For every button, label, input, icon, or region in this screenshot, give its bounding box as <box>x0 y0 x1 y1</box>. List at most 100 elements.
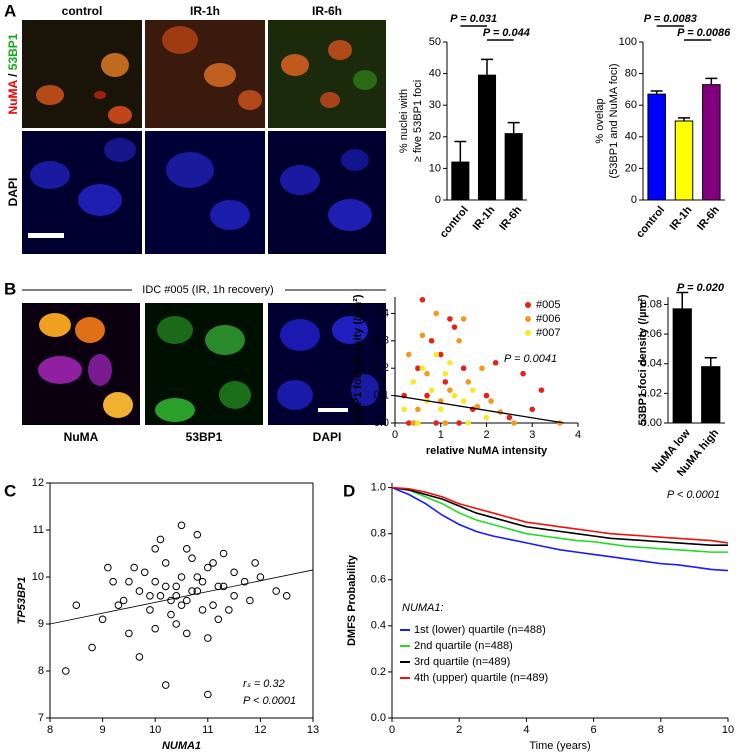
point <box>405 351 412 358</box>
point <box>240 577 249 586</box>
panel-label: A <box>4 1 16 20</box>
point <box>193 530 202 539</box>
point <box>246 596 254 605</box>
y-tick-label: 11 <box>33 524 44 536</box>
p-value: P = 0.044 <box>483 27 530 39</box>
y-axis-label: (53BP1 and NuMA foci) <box>608 64 620 179</box>
y-axis-label: % nuclei with <box>398 89 410 153</box>
point <box>437 351 444 358</box>
point <box>460 316 467 322</box>
point <box>506 414 513 421</box>
point <box>98 615 107 624</box>
p-value: P = 0.031 <box>450 13 497 25</box>
survival-curve <box>391 486 728 547</box>
error-bar <box>705 77 718 85</box>
image-header: IDC #005 (IR, 1h recovery) <box>142 284 273 296</box>
point <box>474 403 481 410</box>
point <box>460 365 467 372</box>
x-tick-label: 4 <box>575 429 581 441</box>
x-tick-label: 1 <box>438 429 444 441</box>
y-tick-label: 30 <box>429 99 441 111</box>
point <box>415 406 421 413</box>
point <box>456 338 462 344</box>
y-tick-label: 20 <box>429 131 441 143</box>
y-tick-label: 0.2 <box>371 666 386 678</box>
point <box>193 573 202 581</box>
x-tick-label: 9 <box>100 724 106 736</box>
image-column-label: IR-1h <box>190 4 220 18</box>
point <box>538 387 545 393</box>
point <box>146 606 154 614</box>
x-tick-label: 2 <box>483 429 489 441</box>
y-axis-label: ≥ five 53BP1 foci <box>412 80 424 162</box>
error-bar <box>507 121 520 134</box>
point <box>520 370 526 377</box>
point <box>433 310 439 317</box>
error-bar <box>454 140 467 163</box>
point <box>483 414 490 421</box>
y-axis-label: 53BP1 foci density (/µm²) <box>352 294 364 425</box>
point <box>209 601 217 610</box>
annotation: P = 0.0041 <box>504 353 557 365</box>
point <box>419 365 426 372</box>
point <box>410 420 417 426</box>
label-green: 53BP1 <box>6 33 20 70</box>
point <box>209 559 217 567</box>
y-tick-label: 0.04 <box>641 358 662 370</box>
point <box>109 577 117 586</box>
point <box>167 596 175 605</box>
y-tick-label: 20 <box>625 162 637 174</box>
x-tick-label: 10 <box>149 724 161 736</box>
point <box>410 379 417 385</box>
y-tick-label: 9 <box>38 618 44 630</box>
panel-label: C <box>4 481 16 500</box>
y-tick-label: 40 <box>625 131 637 143</box>
point <box>161 559 170 567</box>
point <box>456 420 462 426</box>
y-tick-label: 10 <box>429 162 441 174</box>
point <box>225 606 233 614</box>
point <box>156 535 165 544</box>
x-tick-label: IR-1h <box>668 204 695 233</box>
point <box>198 606 207 614</box>
point <box>415 365 421 372</box>
point <box>447 359 453 366</box>
panel-label: D <box>343 481 355 500</box>
legend-label: 4th (upper) quartile (n=489) <box>414 672 548 684</box>
image-column-label: control <box>62 4 103 18</box>
y-tick-label: 8 <box>38 665 44 677</box>
point <box>119 596 128 605</box>
point <box>428 387 435 393</box>
point <box>405 420 412 426</box>
point <box>442 420 449 426</box>
point <box>219 582 228 591</box>
point <box>460 398 467 404</box>
point <box>256 573 265 581</box>
bar <box>647 93 666 201</box>
y-tick-label: 10 <box>32 571 44 583</box>
y-tick-label: 0.1 <box>374 390 389 402</box>
legend-marker <box>525 316 531 322</box>
survival-curve <box>391 486 728 553</box>
point <box>433 351 439 358</box>
point <box>488 398 494 404</box>
x-axis-label: Time (years) <box>529 740 590 752</box>
y-tick-label: 1.0 <box>371 482 386 494</box>
bar <box>672 308 692 424</box>
y-tick-label: 60 <box>625 99 637 111</box>
point <box>182 629 191 638</box>
y-tick-label: 0.2 <box>374 362 389 374</box>
micrographs-a: control IR-1h IR-6h NuMA / 53BP1 DAPI <box>6 4 386 254</box>
y-tick-label: 0.4 <box>371 620 386 632</box>
point <box>401 406 407 413</box>
bar <box>702 84 721 201</box>
point <box>230 592 238 600</box>
y-tick-label: 0.3 <box>374 335 389 347</box>
legend-marker <box>525 330 531 336</box>
x-tick-label: IR-6h <box>497 204 524 233</box>
legend-title: NUMA1: <box>402 602 444 614</box>
point <box>193 587 202 595</box>
point <box>419 332 426 339</box>
point <box>204 563 212 572</box>
point <box>130 563 138 572</box>
